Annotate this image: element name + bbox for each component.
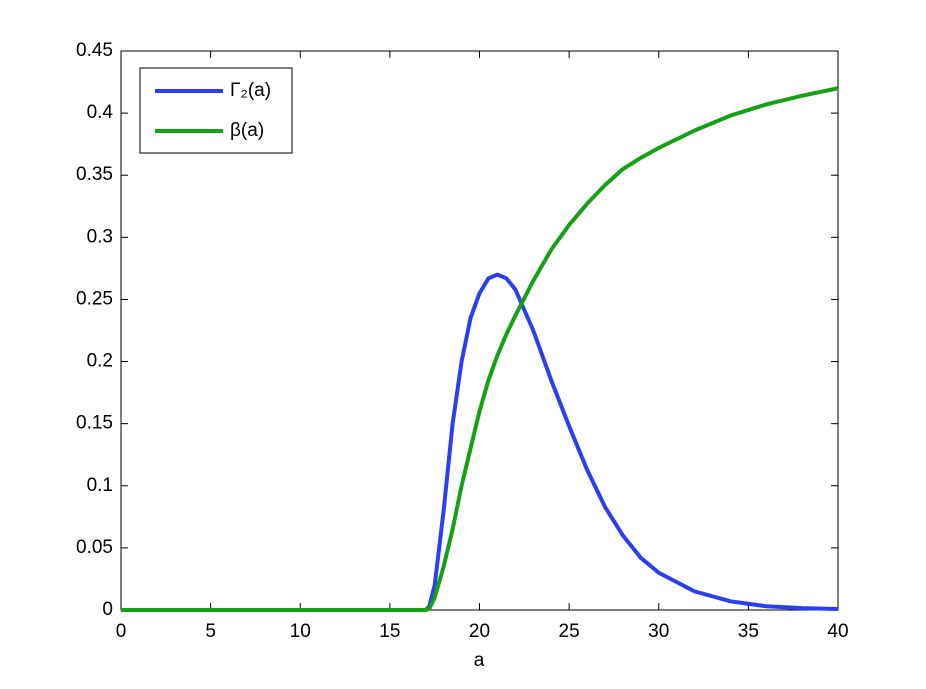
- x-tick-label: 40: [827, 621, 848, 642]
- legend-label: β(a): [230, 120, 264, 141]
- data-line: [121, 86, 839, 612]
- y-tick-label: 0: [102, 599, 113, 620]
- legend-box: [139, 67, 293, 154]
- x-tick-label: 25: [559, 621, 580, 642]
- x-tick-label: 0: [116, 621, 127, 642]
- y-tick-label: 0.05: [76, 537, 113, 558]
- y-tick-label: 0.1: [87, 475, 113, 496]
- y-tick-label: 0.35: [76, 164, 113, 185]
- x-tick-label: 10: [290, 621, 311, 642]
- x-tick-label: 15: [379, 621, 400, 642]
- x-axis-label: a: [474, 650, 485, 671]
- y-tick-label: 0.4: [87, 102, 114, 123]
- y-tick-label: 0.25: [76, 288, 113, 309]
- x-tick-label: 5: [205, 621, 216, 642]
- data-line: [121, 272, 839, 612]
- x-tick-label: 20: [469, 621, 490, 642]
- x-tick-label: 35: [738, 621, 759, 642]
- y-tick-label: 0.3: [87, 226, 113, 247]
- x-tick-label: 30: [648, 621, 669, 642]
- legend-label: Γ₂(a): [230, 80, 271, 101]
- y-tick-label: 0.2: [87, 351, 113, 372]
- y-tick-label: 0.15: [76, 413, 113, 434]
- y-tick-label: 0.45: [76, 40, 113, 61]
